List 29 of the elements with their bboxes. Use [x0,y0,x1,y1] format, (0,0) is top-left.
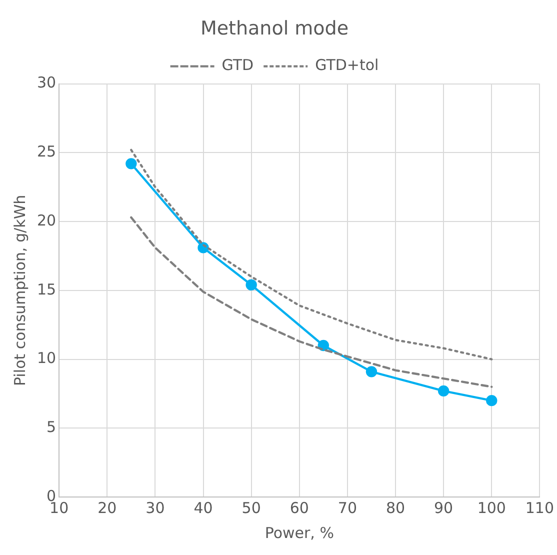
x-tick-label: 30 [146,498,165,517]
y-tick-label: 5 [46,418,56,436]
y-tick-label: 30 [36,74,56,92]
line-series [130,216,493,388]
point [126,158,137,170]
point [246,279,257,290]
x-tick-label: 70 [338,498,357,517]
x-tick-label: 40 [194,498,213,517]
chart-title: Methanol mode [200,17,349,40]
x-tick-label: 80 [386,498,406,517]
x-tick-label: 110 [525,498,554,517]
x-tick-label: 90 [434,498,454,517]
point [366,366,378,378]
legend-label: GTD+tol [315,56,379,74]
y-tick-label: 15 [36,280,56,298]
line-series [130,148,493,360]
point [318,340,330,352]
x-tick-label: 50 [242,498,261,517]
y-tick-label: 20 [36,211,56,230]
y-tick-label: 10 [36,349,56,368]
x-axis-title: Power, % [264,524,334,542]
point [486,394,498,406]
y-tick-label: 25 [36,142,56,161]
x-tick-label: 100 [477,498,506,517]
x-tick-label: 20 [98,498,117,517]
x-tick-label: 60 [290,498,309,517]
legend-label: GTD [222,56,254,74]
point [438,385,450,397]
y-axis-title: Pilot consumption, g/kWh [10,194,29,386]
